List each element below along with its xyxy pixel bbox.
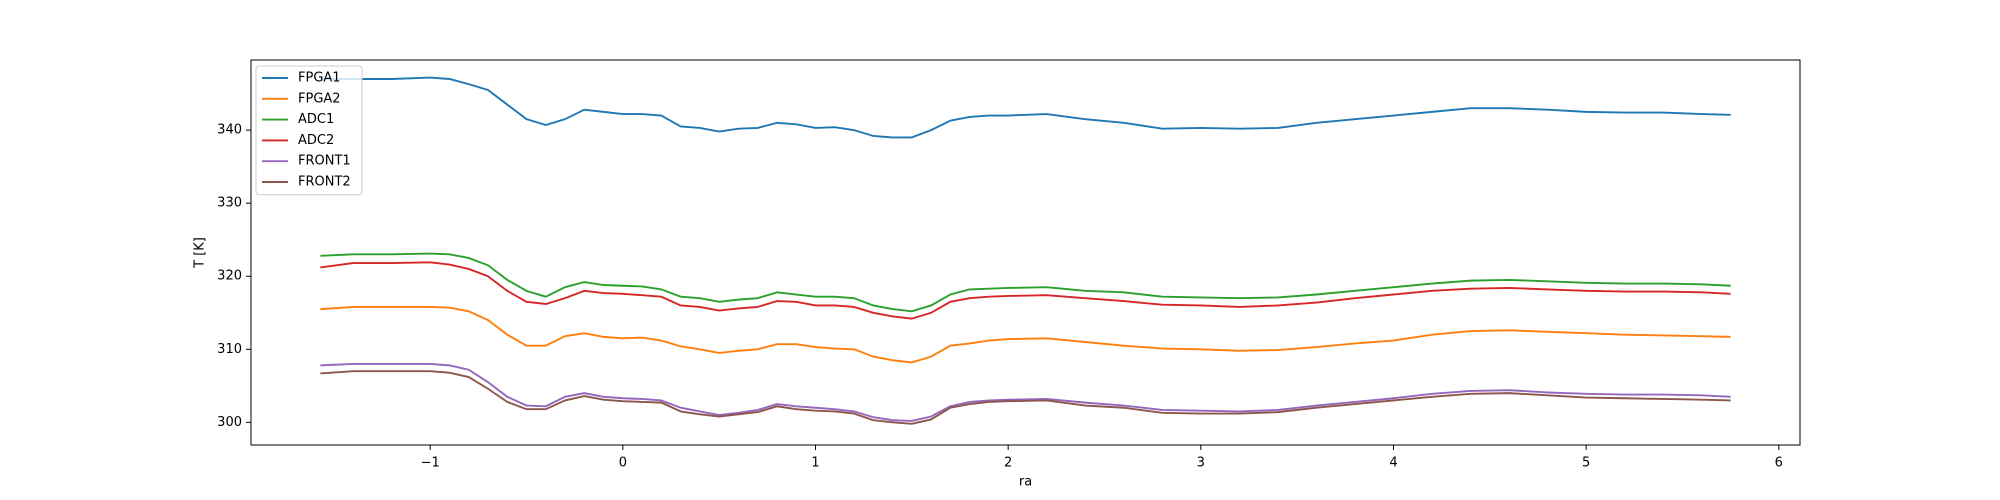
legend-label: FRONT1 xyxy=(298,154,351,169)
legend-label: ADC2 xyxy=(298,133,334,148)
plot-frame xyxy=(250,59,1801,446)
y-tick-label: 320 xyxy=(217,269,242,284)
y-tick-label: 330 xyxy=(217,196,242,211)
series-line xyxy=(320,261,1731,320)
x-tick-label: 1 xyxy=(811,456,819,471)
series-line xyxy=(320,370,1731,425)
y-tick-label: 340 xyxy=(217,123,242,138)
y-axis-label: T [K] xyxy=(193,237,208,269)
x-tick-label: −1 xyxy=(421,456,440,471)
legend-label: ADC1 xyxy=(298,112,334,127)
x-tick-label: 0 xyxy=(619,456,627,471)
x-tick-label: 2 xyxy=(1004,456,1012,471)
legend-label: FRONT2 xyxy=(298,175,351,190)
y-tick-label: 300 xyxy=(217,415,242,430)
series-line xyxy=(320,362,1731,422)
legend-label: FPGA2 xyxy=(298,91,341,106)
series-line xyxy=(320,252,1731,313)
series-line xyxy=(320,305,1731,364)
x-tick-label: 4 xyxy=(1389,456,1397,471)
x-axis-label: ra xyxy=(1019,475,1032,490)
x-tick-label: 5 xyxy=(1582,456,1590,471)
x-tick-label: 3 xyxy=(1197,456,1205,471)
series-line xyxy=(320,76,1731,139)
legend-label: FPGA1 xyxy=(298,71,341,86)
x-tick-label: 6 xyxy=(1775,456,1783,471)
y-tick-label: 310 xyxy=(217,342,242,357)
